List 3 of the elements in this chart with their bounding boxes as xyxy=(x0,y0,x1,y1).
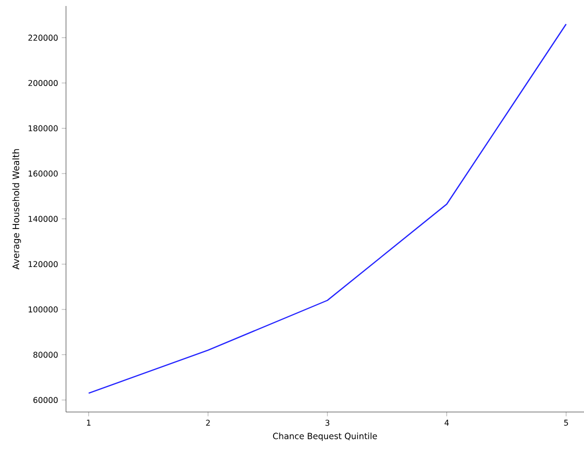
y-axis-title: Average Household Wealth xyxy=(12,149,21,270)
line-series xyxy=(88,24,567,394)
x-axis-title: Chance Bequest Quintile xyxy=(273,432,377,441)
